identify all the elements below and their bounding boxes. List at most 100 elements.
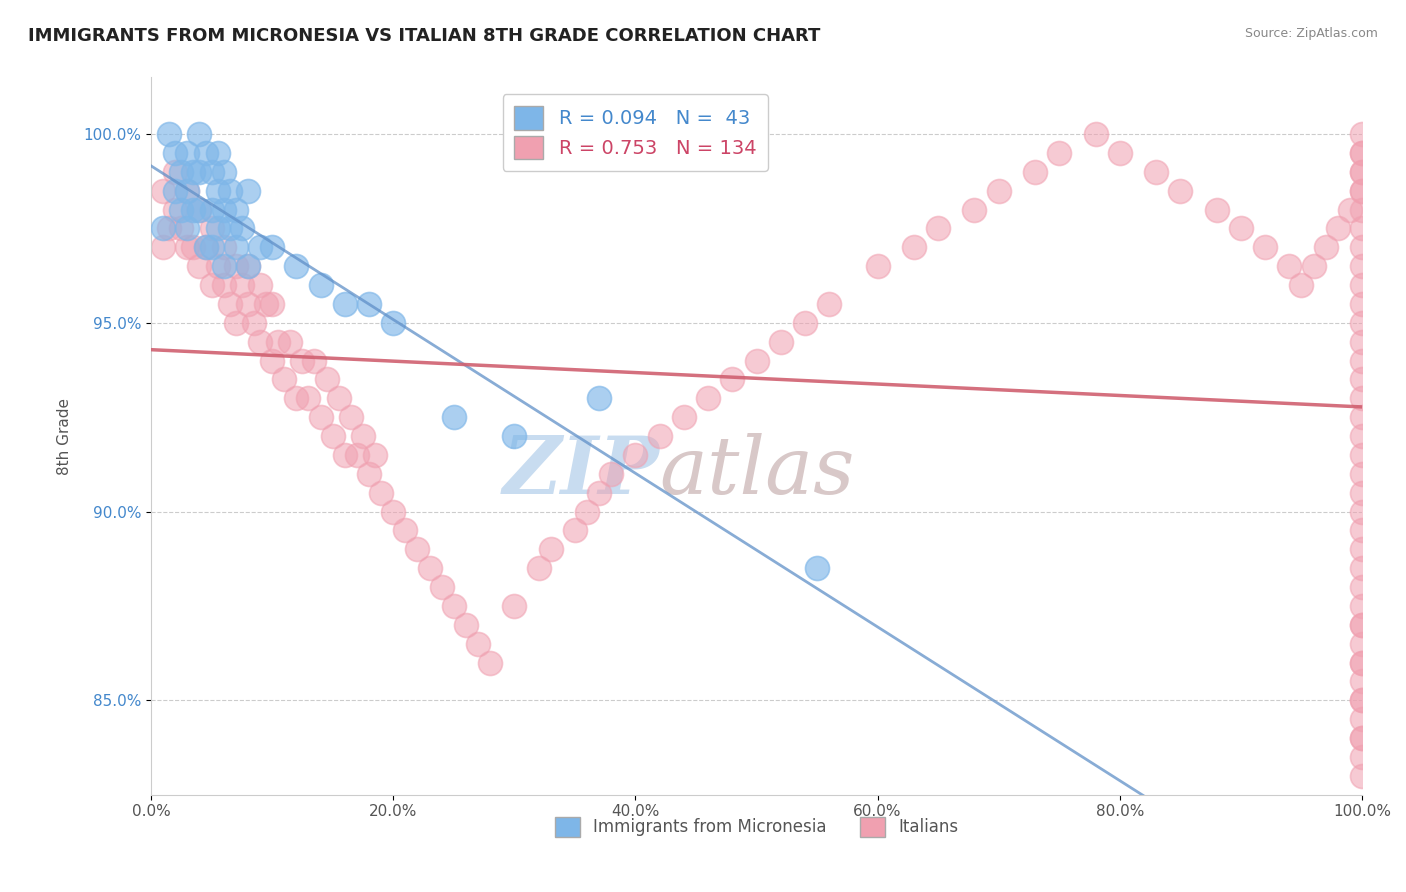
Point: [176, 184, 198, 198]
Point: [370, 485, 392, 500]
Legend: Immigrants from Micronesia, Italians: Immigrants from Micronesia, Italians: [548, 810, 965, 844]
Point: [1351, 731, 1374, 745]
Point: [218, 184, 240, 198]
Point: [1315, 240, 1337, 254]
Point: [672, 410, 695, 425]
Point: [394, 524, 416, 538]
Point: [200, 278, 222, 293]
Point: [1351, 617, 1374, 632]
Point: [1351, 599, 1374, 613]
Text: IMMIGRANTS FROM MICRONESIA VS ITALIAN 8TH GRADE CORRELATION CHART: IMMIGRANTS FROM MICRONESIA VS ITALIAN 8T…: [28, 27, 821, 45]
Point: [340, 410, 363, 425]
Point: [176, 184, 198, 198]
Point: [540, 542, 562, 557]
Point: [1351, 637, 1374, 651]
Point: [1351, 316, 1374, 330]
Point: [1351, 467, 1374, 481]
Point: [818, 297, 841, 311]
Point: [588, 485, 610, 500]
Point: [866, 259, 889, 273]
Point: [285, 392, 308, 406]
Point: [200, 165, 222, 179]
Point: [188, 202, 211, 217]
Point: [249, 334, 271, 349]
Point: [200, 221, 222, 235]
Point: [297, 392, 319, 406]
Point: [225, 202, 247, 217]
Point: [1351, 505, 1374, 519]
Point: [1351, 184, 1374, 198]
Point: [212, 202, 235, 217]
Point: [1351, 561, 1374, 575]
Point: [1351, 184, 1374, 198]
Point: [333, 297, 356, 311]
Point: [1351, 693, 1374, 707]
Point: [212, 259, 235, 273]
Point: [236, 297, 259, 311]
Point: [575, 505, 598, 519]
Point: [152, 221, 174, 235]
Point: [1144, 165, 1167, 179]
Point: [249, 240, 271, 254]
Point: [278, 334, 301, 349]
Point: [243, 316, 266, 330]
Point: [745, 353, 768, 368]
Point: [309, 410, 332, 425]
Point: [382, 505, 405, 519]
Point: [207, 145, 229, 160]
Point: [212, 240, 235, 254]
Point: [200, 240, 222, 254]
Point: [406, 542, 429, 557]
Point: [1351, 410, 1374, 425]
Point: [527, 561, 550, 575]
Point: [479, 656, 502, 670]
Point: [322, 429, 344, 443]
Point: [697, 392, 720, 406]
Point: [315, 372, 337, 386]
Point: [1351, 334, 1374, 349]
Point: [1351, 693, 1374, 707]
Point: [176, 145, 198, 160]
Point: [1351, 127, 1374, 141]
Point: [194, 145, 217, 160]
Point: [225, 259, 247, 273]
Point: [194, 240, 217, 254]
Point: [1326, 221, 1348, 235]
Point: [262, 240, 284, 254]
Point: [304, 353, 326, 368]
Point: [1351, 353, 1374, 368]
Point: [207, 259, 229, 273]
Point: [794, 316, 817, 330]
Point: [165, 165, 187, 179]
Point: [903, 240, 925, 254]
Point: [262, 297, 284, 311]
Point: [1254, 240, 1277, 254]
Point: [419, 561, 441, 575]
Point: [1351, 429, 1374, 443]
Point: [769, 334, 792, 349]
Point: [183, 202, 205, 217]
Point: [165, 145, 187, 160]
Point: [218, 221, 240, 235]
Point: [170, 221, 193, 235]
Point: [1351, 259, 1374, 273]
Point: [183, 165, 205, 179]
Point: [1351, 448, 1374, 462]
Point: [1108, 145, 1130, 160]
Point: [430, 580, 453, 594]
Point: [1351, 202, 1374, 217]
Point: [225, 240, 247, 254]
Point: [267, 334, 290, 349]
Point: [927, 221, 949, 235]
Point: [721, 372, 744, 386]
Point: [1351, 617, 1374, 632]
Point: [176, 221, 198, 235]
Point: [285, 259, 308, 273]
Point: [600, 467, 623, 481]
Point: [152, 184, 174, 198]
Point: [1351, 674, 1374, 689]
Point: [188, 127, 211, 141]
Point: [1351, 580, 1374, 594]
Point: [225, 316, 247, 330]
Text: ZIP: ZIP: [503, 434, 659, 511]
